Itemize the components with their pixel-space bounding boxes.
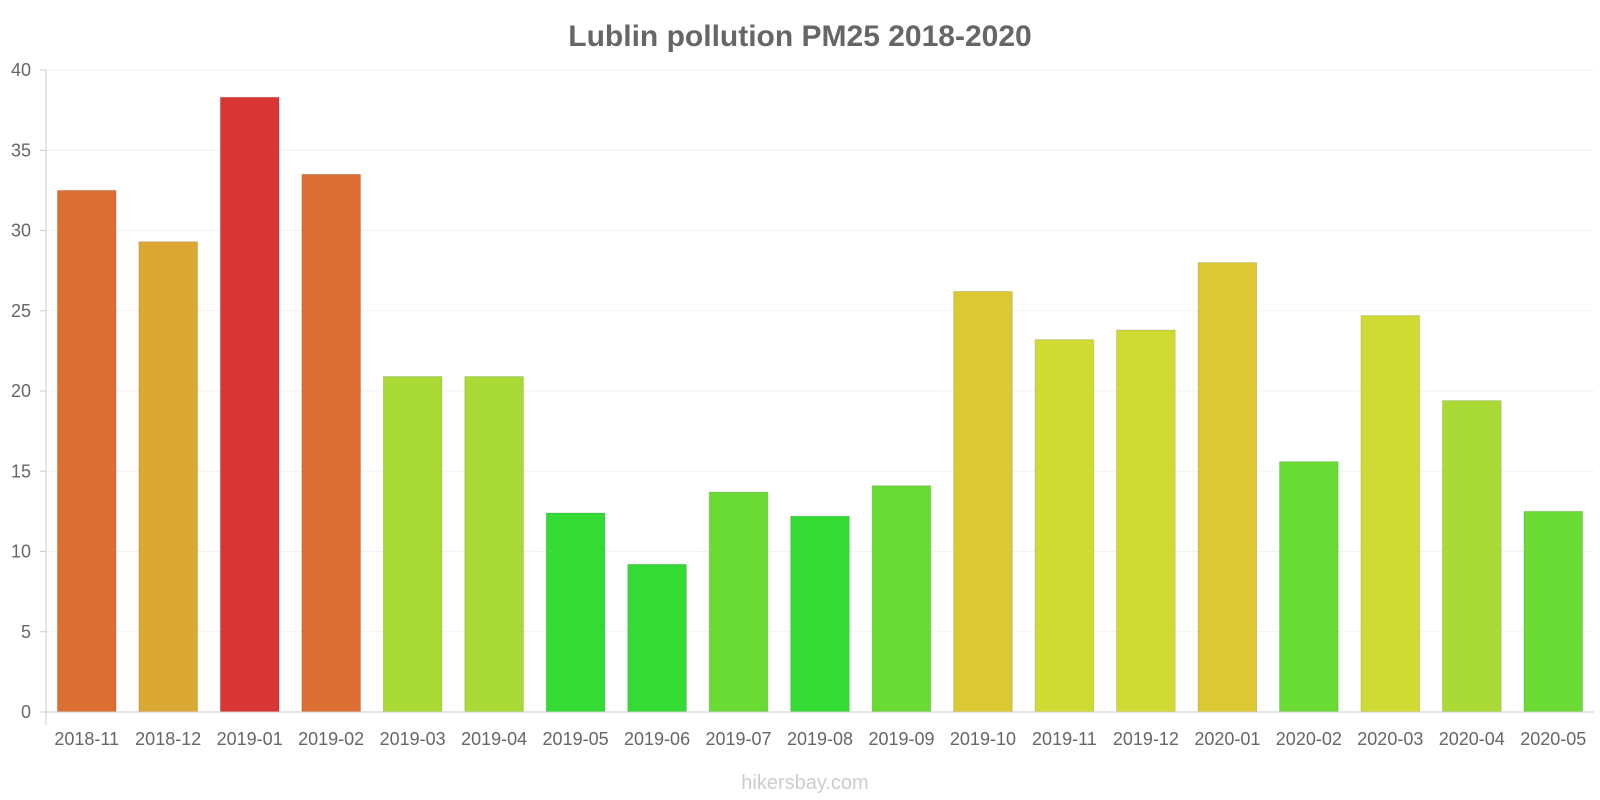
x-tick-label: 2019-04 [461, 729, 527, 749]
bar-2019-01[interactable] [219, 96, 280, 713]
bar-2019-03[interactable] [382, 376, 443, 713]
bar-2019-10[interactable] [953, 290, 1013, 713]
y-tick-label: 30 [11, 221, 31, 241]
bar-2018-12[interactable] [138, 241, 199, 713]
x-tick-label: 2020-02 [1276, 729, 1342, 749]
x-tick-label: 2019-10 [950, 729, 1016, 749]
x-tick-label: 2019-05 [543, 729, 609, 749]
bar-2019-06[interactable] [627, 563, 687, 713]
x-tick-label: 2018-12 [135, 729, 201, 749]
bar-2019-05[interactable] [545, 512, 606, 713]
x-tick-label: 2019-02 [298, 729, 364, 749]
y-tick-label: 5 [21, 622, 31, 642]
bars [56, 96, 1584, 713]
x-tick-label: 2019-06 [624, 729, 690, 749]
bar-2019-02[interactable] [301, 173, 361, 713]
bar-2019-08[interactable] [790, 515, 850, 713]
x-axis: 2018-11 2018-12 2019-01 2019-02 2019-03 2019-… [40, 711, 1594, 749]
y-tick-label: 25 [11, 301, 31, 321]
watermark: hikersbay.com [741, 772, 868, 794]
y-tick-label: 20 [11, 381, 31, 401]
x-tick-label: 2019-03 [380, 729, 446, 749]
x-tick-label: 2019-08 [787, 729, 853, 749]
x-tick-label: 2020-03 [1357, 729, 1423, 749]
x-tick-label: 2020-04 [1439, 729, 1505, 749]
bar-2019-11[interactable] [1034, 339, 1095, 713]
x-tick-label: 2019-09 [868, 729, 934, 749]
y-tick-label: 40 [11, 60, 31, 80]
bar-2020-01[interactable] [1197, 262, 1258, 713]
bar-2020-05[interactable] [1523, 510, 1584, 713]
bar-2019-09[interactable] [871, 485, 932, 713]
x-tick-label: 2019-01 [217, 729, 283, 749]
x-tick-label: 2020-05 [1520, 729, 1586, 749]
bar-2019-07[interactable] [708, 491, 769, 713]
y-tick-label: 0 [21, 702, 31, 722]
bar-2020-02[interactable] [1279, 461, 1339, 713]
bar-2018-11[interactable] [56, 189, 117, 713]
chart-title: Lublin pollution PM25 2018-2020 [568, 20, 1031, 53]
y-axis: 0 5 10 15 20 25 30 35 40 [11, 60, 47, 725]
y-tick-label: 10 [11, 542, 31, 562]
x-tick-label: 2020-01 [1194, 729, 1260, 749]
x-tick-label: 2019-11 [1032, 729, 1097, 749]
x-tick-label: 2019-12 [1113, 729, 1179, 749]
bar-2019-12[interactable] [1116, 329, 1176, 713]
y-tick-label: 35 [11, 140, 31, 160]
bar-2020-04[interactable] [1441, 400, 1502, 713]
x-tick-label: 2018-11 [54, 729, 119, 749]
y-tick-label: 15 [11, 461, 31, 481]
bar-2020-03[interactable] [1360, 315, 1421, 713]
x-tick-label: 2019-07 [705, 729, 771, 749]
bar-2019-04[interactable] [464, 376, 524, 713]
